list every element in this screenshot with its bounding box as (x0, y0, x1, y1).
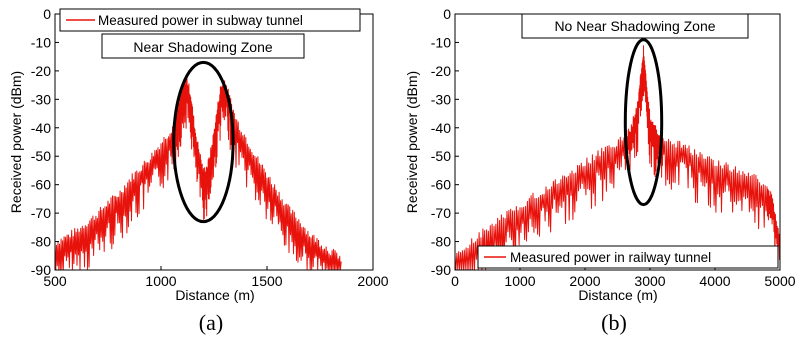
y-axis-label-a: Received power (dBm) (8, 71, 24, 213)
y-tick-label-a-0: 0 (43, 6, 51, 22)
annotation-b: No Near Shadowing Zone (521, 13, 749, 39)
legend-label-b: Measured power in railway tunnel (510, 250, 711, 265)
highlight-ellipse-b (623, 38, 664, 207)
y-tick-label-a-3: -30 (31, 91, 51, 107)
y-tick-label-b-5: -50 (431, 148, 451, 164)
series-line-a-0 (54, 76, 342, 271)
x-ticks-a: 500 1000 1500 2000 (43, 266, 389, 289)
y-ticks-b: 0 -10 -20 -30 -40 -50 -60 -70 -80 -90 (431, 6, 459, 278)
y-tick-label-b-3: -30 (431, 91, 451, 107)
x-ticks-b: 0 1000 2000 3000 4000 5000 (451, 266, 796, 289)
y-tick-label-b-8: -80 (431, 234, 451, 250)
legend-label-a: Measured power in subway tunnel (98, 13, 303, 28)
annotation-box-b (521, 13, 749, 39)
y-tick-label-a-7: -70 (31, 205, 51, 221)
legend-a: Measured power in subway tunnel (59, 8, 361, 32)
x-tick-label-b-0: 0 (451, 273, 459, 289)
x-tick-label-a-1: 1000 (145, 273, 176, 289)
y-tick-label-a-4: -40 (31, 120, 51, 136)
legend-box-a (59, 8, 361, 32)
x-tick-label-a-2: 1500 (251, 273, 282, 289)
y-tick-label-a-8: -80 (31, 234, 51, 250)
series-layer-a (54, 76, 342, 271)
annotation-text-b: No Near Shadowing Zone (554, 18, 715, 34)
y-tick-label-b-6: -60 (431, 177, 451, 193)
x-tick-label-b-5: 5000 (764, 273, 795, 289)
caption-b: (b) (601, 310, 627, 335)
x-tick-label-a-3: 2000 (357, 273, 388, 289)
y-tick-label-b-0: 0 (443, 6, 451, 22)
annotation-a: Near Shadowing Zone (101, 33, 305, 59)
y-tick-label-b-9: -90 (431, 262, 451, 278)
legend-box-b (477, 245, 779, 269)
y-tick-label-b-4: -40 (431, 120, 451, 136)
panel-a: 0 -10 -20 -30 -40 -50 -60 -70 -80 -90 500 1000 1500… (8, 6, 389, 335)
annotation-text-a: Near Shadowing Zone (133, 39, 273, 55)
x-axis-label-b: Distance (m) (578, 287, 657, 303)
annotation-box-a (101, 33, 305, 59)
x-axis-label-a: Distance (m) (175, 287, 254, 303)
x-tick-label-a-0: 500 (43, 273, 67, 289)
legend-b: Measured power in railway tunnel (477, 245, 779, 269)
series-layer-b (454, 45, 781, 271)
highlight-ellipse-a (172, 60, 235, 224)
y-tick-label-a-1: -10 (31, 34, 51, 50)
y-tick-label-a-5: -50 (31, 148, 51, 164)
y-tick-label-b-1: -10 (431, 34, 451, 50)
caption-a: (a) (199, 310, 223, 335)
y-tick-label-a-2: -20 (31, 63, 51, 79)
series-line-b-0 (454, 45, 781, 271)
panel-b: 0 -10 -20 -30 -40 -50 -60 -70 -80 -90 0 1000 2000 30… (404, 6, 796, 335)
y-tick-label-b-2: -20 (431, 63, 451, 79)
x-tick-label-b-4: 4000 (699, 273, 730, 289)
y-tick-label-b-7: -70 (431, 205, 451, 221)
x-tick-label-b-2: 2000 (569, 273, 600, 289)
x-tick-label-b-1: 1000 (504, 273, 535, 289)
y-ticks-a: 0 -10 -20 -30 -40 -50 -60 -70 -80 -90 (31, 6, 59, 278)
y-axis-label-b: Received power (dBm) (404, 71, 420, 213)
y-tick-label-a-6: -60 (31, 177, 51, 193)
y-tick-label-a-9: -90 (31, 262, 51, 278)
x-tick-label-b-3: 3000 (634, 273, 665, 289)
